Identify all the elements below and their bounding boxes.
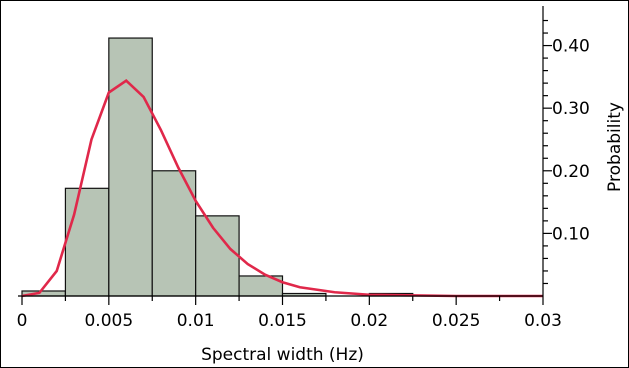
x-axis-title: Spectral width (Hz) [201, 345, 364, 365]
x-tick-label-2: 0.01 [177, 311, 215, 331]
axes [18, 6, 552, 305]
x-tick-label-6: 0.03 [524, 311, 562, 331]
density-fit-curve [21, 78, 543, 298]
histogram-bar-2 [108, 37, 153, 297]
x-tick-label-5: 0.025 [432, 311, 481, 331]
x-tick-label-1: 0.005 [84, 311, 133, 331]
y-tick-label-2: 0.30 [552, 99, 590, 119]
histogram-bars [21, 37, 414, 297]
histogram-bar-4 [195, 215, 240, 297]
y-axis-title: Probability [605, 102, 625, 192]
y-tick-label-0: 0.10 [552, 224, 590, 244]
x-tick-label-0: 0 [17, 311, 28, 331]
y-tick-label-3: 0.40 [552, 37, 590, 57]
x-tick-label-4: 0.02 [350, 311, 388, 331]
x-tick-label-3: 0.015 [258, 311, 307, 331]
y-tick-label-1: 0.20 [552, 162, 590, 182]
axis-labels: 0 0.005 0.01 0.015 0.02 0.025 0.03 0.10 0.20 0.30… [17, 37, 625, 365]
histogram-bar-1 [64, 187, 110, 297]
